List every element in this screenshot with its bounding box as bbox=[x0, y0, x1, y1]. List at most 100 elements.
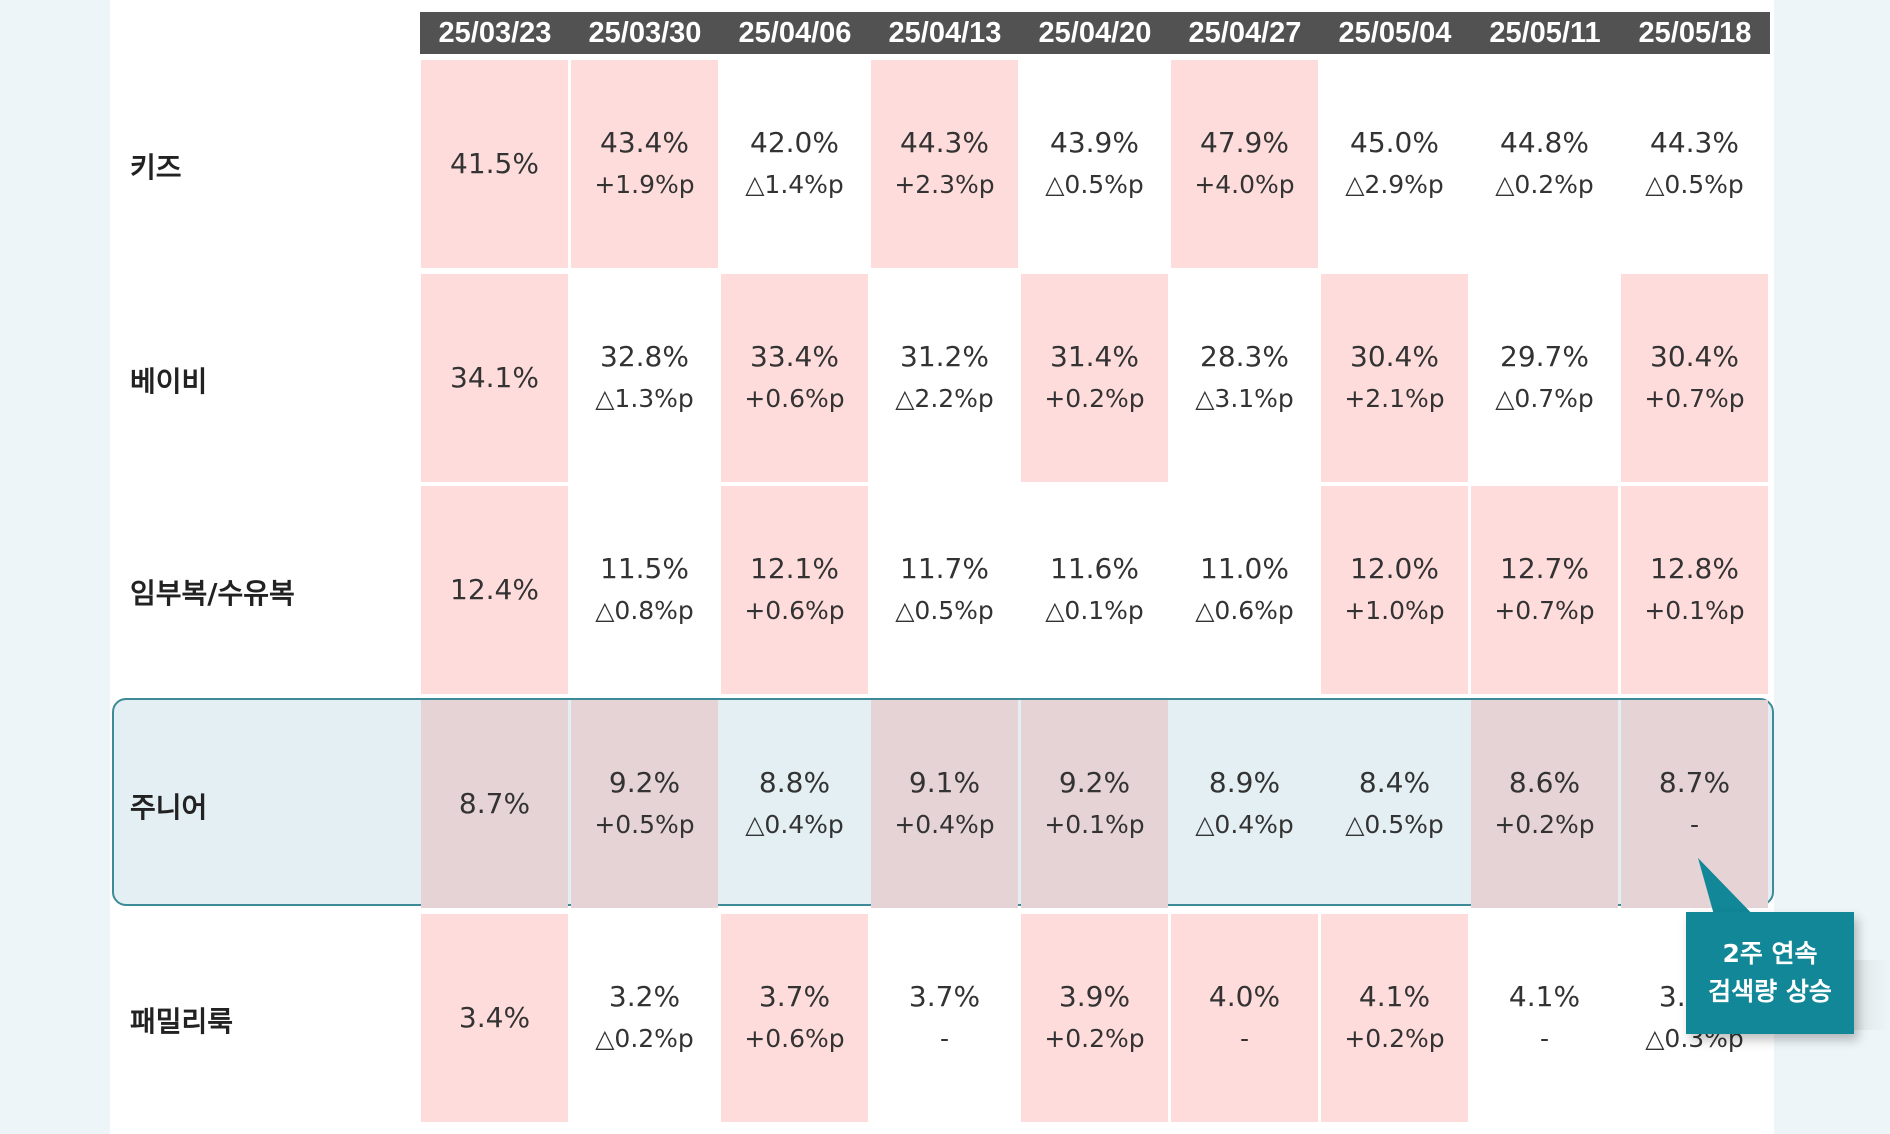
cell-value: 12.4% bbox=[450, 573, 539, 606]
cell-change: +0.2%p bbox=[1044, 384, 1145, 413]
cell-change: +0.2%p bbox=[1044, 1024, 1145, 1053]
table-cell: 34.1% bbox=[421, 274, 568, 482]
cell-value: 43.9% bbox=[1050, 126, 1139, 159]
cell-change: +4.0%p bbox=[1194, 170, 1295, 199]
cell-value: 12.7% bbox=[1500, 552, 1589, 585]
cell-change: △0.5%p bbox=[1345, 810, 1444, 839]
cell-change: △0.5%p bbox=[895, 596, 994, 625]
cell-value: 4.1% bbox=[1508, 980, 1581, 1013]
table-cell: 11.5% △0.8%p bbox=[571, 486, 718, 694]
cell-change: +0.2%p bbox=[1494, 810, 1595, 839]
cell-value: 42.0% bbox=[750, 126, 839, 159]
cell-value: 44.3% bbox=[1650, 126, 1739, 159]
cell-value: 11.5% bbox=[600, 552, 689, 585]
row-label: 패밀리룩 bbox=[130, 1005, 234, 1038]
cell-change: +0.1%p bbox=[1044, 810, 1145, 839]
table-cell: 9.2% +0.5%p bbox=[571, 700, 718, 908]
cell-value: 34.1% bbox=[450, 361, 539, 394]
cell-change: △0.4%p bbox=[745, 810, 844, 839]
table-cell: 44.3% △0.5%p bbox=[1621, 60, 1768, 268]
cell-value: 11.6% bbox=[1050, 552, 1139, 585]
callout-line-1: 2주 연속 bbox=[1722, 939, 1818, 968]
cell-value: 29.7% bbox=[1500, 340, 1589, 373]
table-cell: 3.9% +0.2%p bbox=[1021, 914, 1168, 1122]
table-cell: 9.2% +0.1%p bbox=[1021, 700, 1168, 908]
cell-value: 4.1% bbox=[1358, 980, 1431, 1013]
table-cell: 11.0% △0.6%p bbox=[1171, 486, 1318, 694]
cell-value: 47.9% bbox=[1200, 126, 1289, 159]
table-cell: 8.7% bbox=[421, 700, 568, 908]
cell-value: 33.4% bbox=[750, 340, 839, 373]
cell-change: +1.9%p bbox=[594, 170, 695, 199]
cell-value: 8.4% bbox=[1358, 766, 1431, 799]
table-cell: 12.1% +0.6%p bbox=[721, 486, 868, 694]
cell-value: 3.7% bbox=[758, 980, 831, 1013]
row-label: 임부복/수유복 bbox=[130, 577, 295, 610]
cell-change: +0.6%p bbox=[744, 596, 845, 625]
column-header: 25/04/20 bbox=[1020, 12, 1170, 54]
cell-value: 45.0% bbox=[1350, 126, 1439, 159]
column-header: 25/05/11 bbox=[1470, 12, 1620, 54]
cell-value: 9.1% bbox=[908, 766, 981, 799]
cell-change: △2.9%p bbox=[1345, 170, 1444, 199]
table-cell: 28.3% △3.1%p bbox=[1171, 274, 1318, 482]
cell-value: 8.7% bbox=[1658, 766, 1731, 799]
cell-value: 8.8% bbox=[758, 766, 831, 799]
cell-change: +0.6%p bbox=[744, 384, 845, 413]
table-cell: 3.2% △0.2%p bbox=[571, 914, 718, 1122]
column-header: 25/05/04 bbox=[1320, 12, 1470, 54]
cell-value: 3.7% bbox=[908, 980, 981, 1013]
cell-value: 8.7% bbox=[458, 787, 531, 820]
cell-value: 44.8% bbox=[1500, 126, 1589, 159]
cell-change: △0.6%p bbox=[1195, 596, 1294, 625]
cell-change: +0.7%p bbox=[1644, 384, 1745, 413]
table-cell: 45.0% △2.9%p bbox=[1321, 60, 1468, 268]
table-cell: 30.4% +0.7%p bbox=[1621, 274, 1768, 482]
table-cell: 3.7% +0.6%p bbox=[721, 914, 868, 1122]
column-header: 25/03/23 bbox=[420, 12, 570, 54]
cell-value: 3.9% bbox=[1058, 980, 1131, 1013]
table-cell: 4.1% +0.2%p bbox=[1321, 914, 1468, 1122]
cell-change: △0.7%p bbox=[1495, 384, 1594, 413]
cell-change: △1.4%p bbox=[745, 170, 844, 199]
table-cell: 31.4% +0.2%p bbox=[1021, 274, 1168, 482]
cell-change: - bbox=[1539, 1024, 1550, 1053]
cell-value: 44.3% bbox=[900, 126, 989, 159]
table-cell: 4.1% - bbox=[1471, 914, 1618, 1122]
table-cell: 3.7% - bbox=[871, 914, 1018, 1122]
cell-change: +0.7%p bbox=[1494, 596, 1595, 625]
table-cell: 43.9% △0.5%p bbox=[1021, 60, 1168, 268]
table-cell: 47.9% +4.0%p bbox=[1171, 60, 1318, 268]
cell-change: +0.2%p bbox=[1344, 1024, 1445, 1053]
table-cell: 12.4% bbox=[421, 486, 568, 694]
cell-change: +0.4%p bbox=[894, 810, 995, 839]
cell-value: 30.4% bbox=[1650, 340, 1739, 373]
row-label: 베이비 bbox=[130, 365, 208, 398]
table-cell: 11.7% △0.5%p bbox=[871, 486, 1018, 694]
cell-change: +2.3%p bbox=[894, 170, 995, 199]
table-cell: 8.8% △0.4%p bbox=[721, 700, 868, 908]
table-cell: 33.4% +0.6%p bbox=[721, 274, 868, 482]
cell-change: △0.1%p bbox=[1045, 596, 1144, 625]
cell-change: +0.6%p bbox=[744, 1024, 845, 1053]
cell-value: 8.9% bbox=[1208, 766, 1281, 799]
cell-value: 9.2% bbox=[1058, 766, 1131, 799]
cell-value: 12.1% bbox=[750, 552, 839, 585]
column-header: 25/04/13 bbox=[870, 12, 1020, 54]
cell-change: △2.2%p bbox=[895, 384, 994, 413]
cell-value: 41.5% bbox=[450, 147, 539, 180]
table-cell: 4.0% - bbox=[1171, 914, 1318, 1122]
table-cell: 44.3% +2.3%p bbox=[871, 60, 1018, 268]
table-cell: 44.8% △0.2%p bbox=[1471, 60, 1618, 268]
table-cell: 31.2% △2.2%p bbox=[871, 274, 1018, 482]
cell-value: 3.2% bbox=[608, 980, 681, 1013]
cell-value: 3.4% bbox=[458, 1001, 531, 1034]
cell-change: △3.1%p bbox=[1195, 384, 1294, 413]
row-label: 주니어 bbox=[130, 791, 208, 824]
table-cell: 41.5% bbox=[421, 60, 568, 268]
cell-value: 12.8% bbox=[1650, 552, 1739, 585]
column-header: 25/03/30 bbox=[570, 12, 720, 54]
table-cell: 29.7% △0.7%p bbox=[1471, 274, 1618, 482]
table-cell: 8.9% △0.4%p bbox=[1171, 700, 1318, 908]
cell-change: △0.4%p bbox=[1195, 810, 1294, 839]
